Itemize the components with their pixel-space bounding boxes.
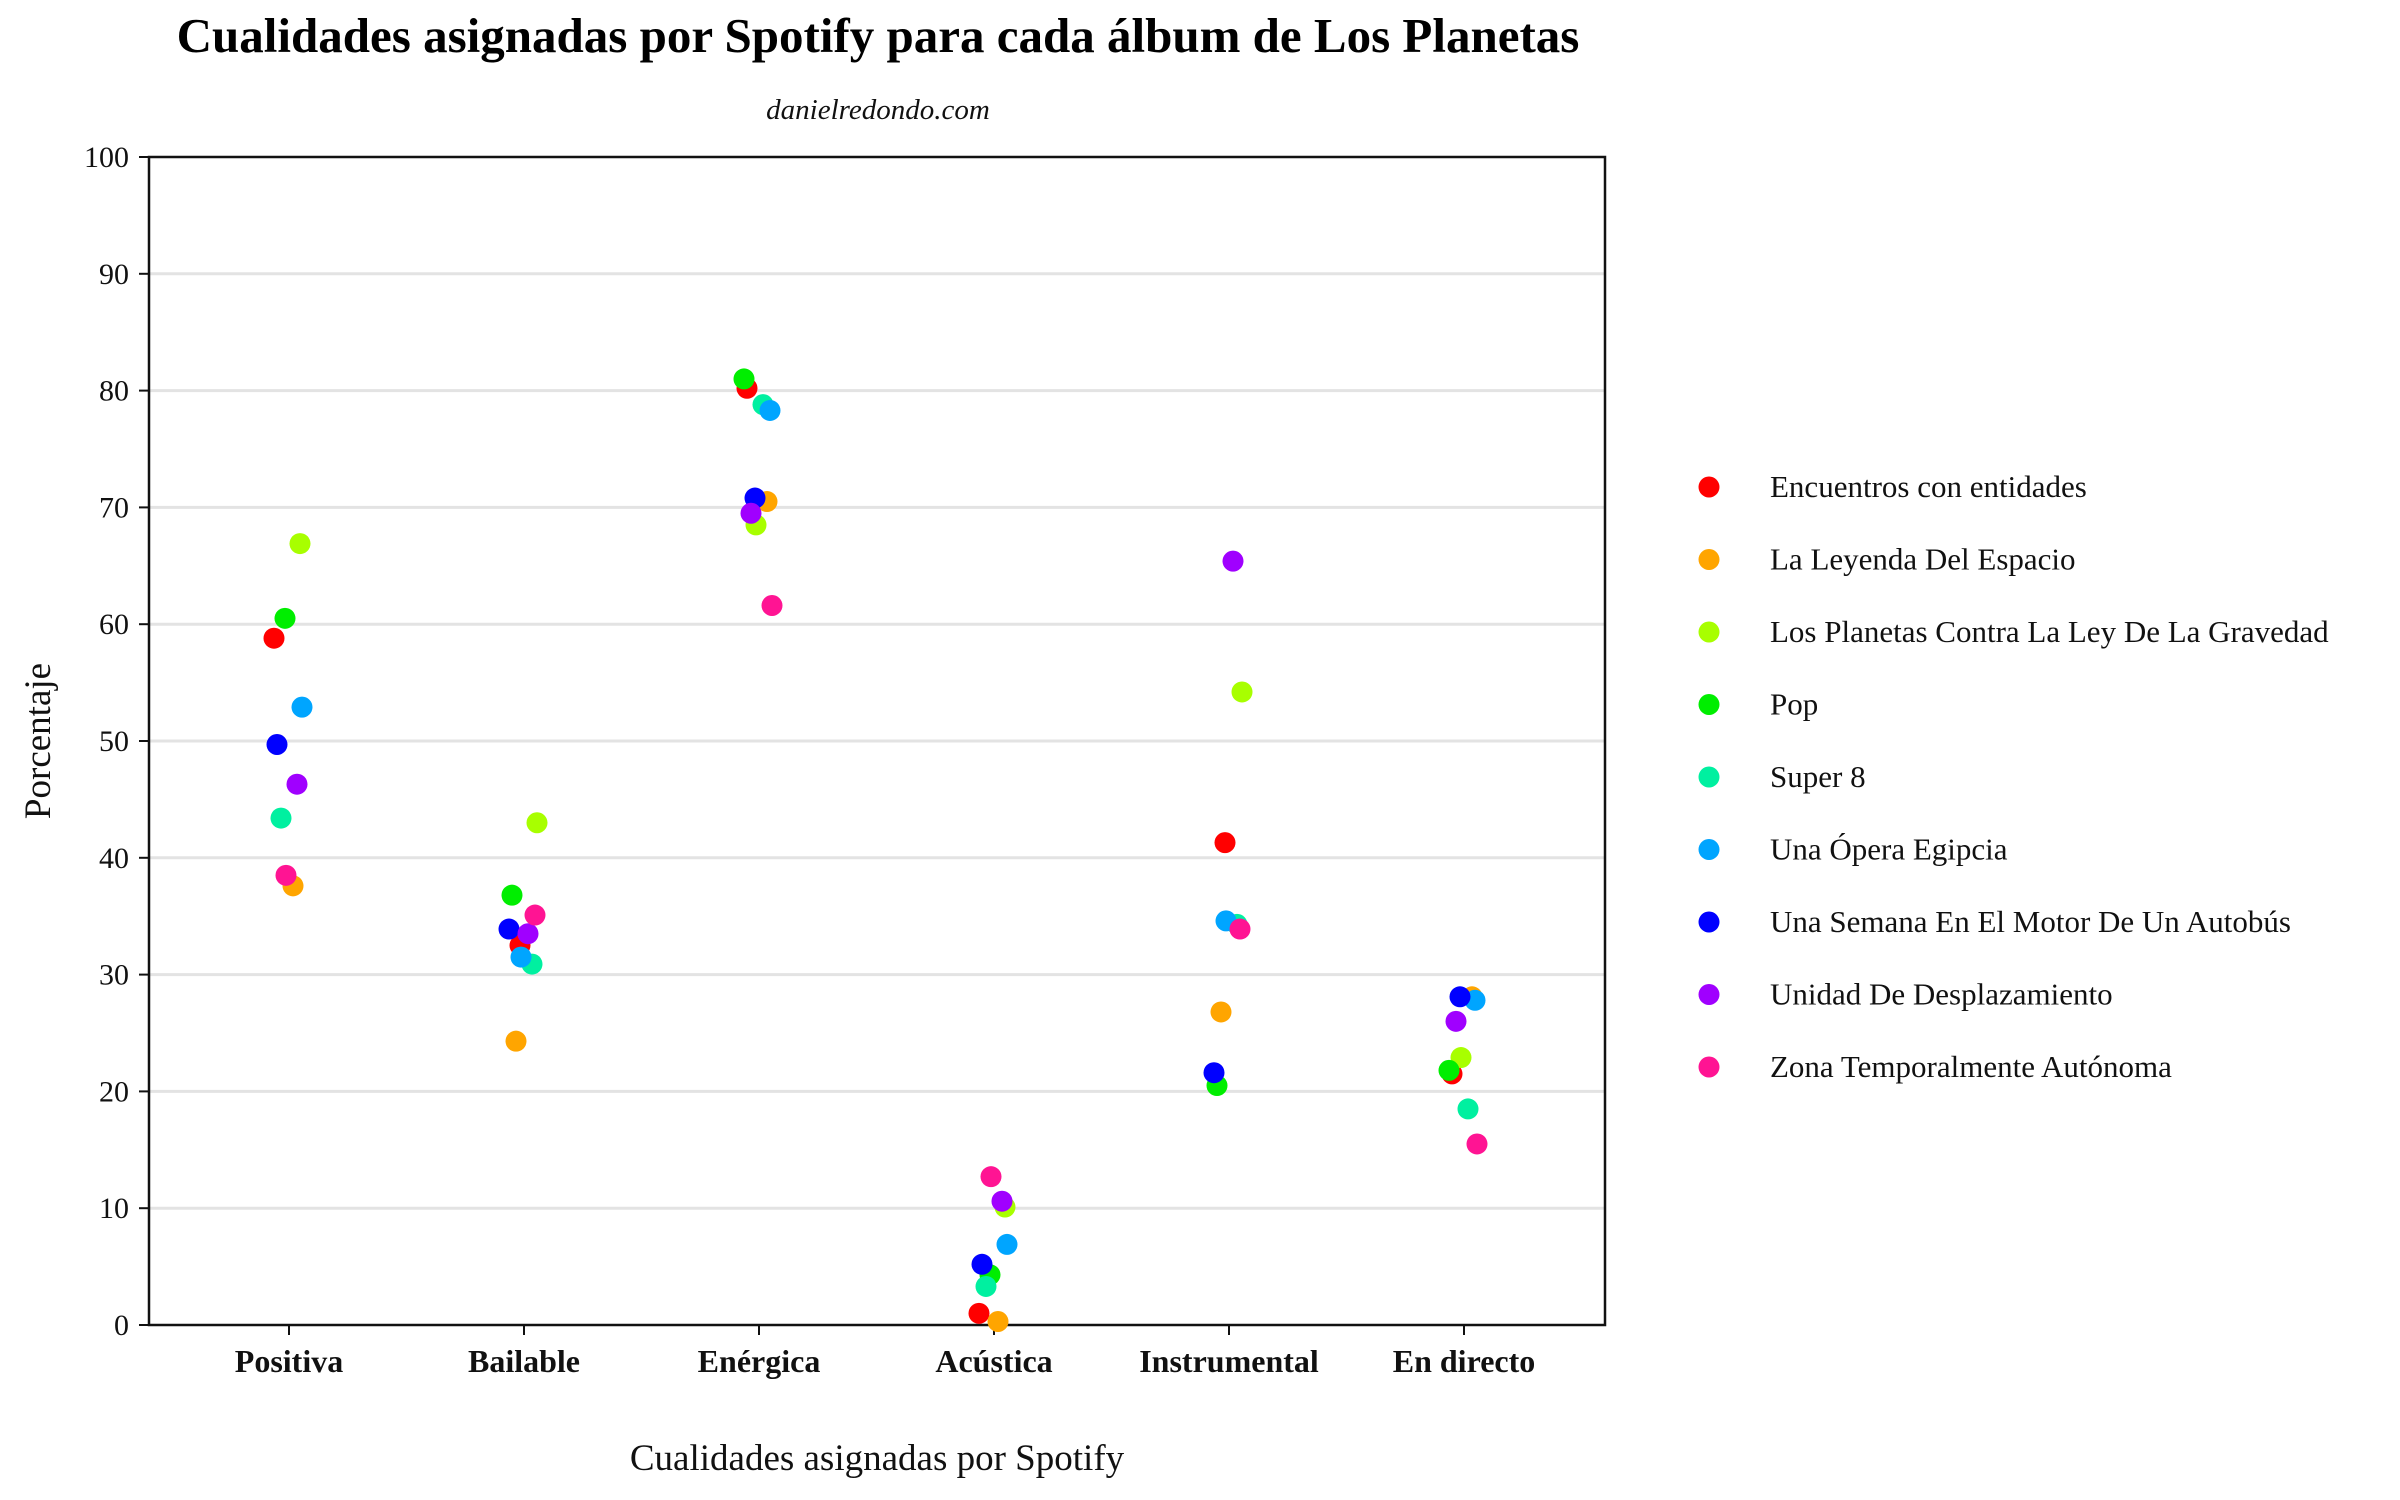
y-tick-label: 0 [114,1309,129,1342]
data-point [291,696,313,718]
y-tick-label: 40 [99,842,129,875]
legend-entry: Una Semana En El Motor De Un Autobús [1770,904,2291,939]
data-point [1231,681,1253,703]
data-point [980,1166,1002,1188]
chart-title: Cualidades asignadas por Spotify para ca… [177,8,1580,63]
y-tick-label: 80 [99,375,129,408]
data-point [1438,1059,1460,1081]
x-tick-label: En directo [1393,1343,1536,1379]
legend-marker [1698,839,1720,860]
y-tick-label: 20 [99,1075,129,1108]
data-point [289,533,311,555]
data-point [1210,1001,1232,1023]
gridlines [149,272,1605,1210]
legend-marker [1698,549,1720,570]
data-point [968,1302,990,1324]
data-point [971,1253,993,1275]
legend-marker [1698,621,1720,643]
legend-entry: Zona Temporalmente Autónoma [1770,1049,2172,1084]
legend-marker [1698,694,1720,715]
data-point [761,595,783,617]
x-tick-label: Instrumental [1139,1343,1319,1379]
data-point [1229,918,1251,940]
y-tick-label: 100 [84,141,129,174]
x-tick-label: Bailable [468,1343,580,1379]
data-point [263,627,285,649]
data-point [517,923,539,945]
y-tick-label: 10 [99,1192,129,1225]
data-point [996,1233,1018,1255]
legend-marker [1698,1056,1720,1078]
legend-marker [1698,766,1720,788]
data-point [1466,1133,1488,1155]
data-point [270,807,292,829]
data-point [975,1275,997,1297]
data-point [501,884,523,906]
y-tick-label: 30 [99,959,129,992]
legend-marker [1698,911,1720,933]
legend-entry: La Leyenda Del Espacio [1770,542,2076,577]
y-tick-label: 50 [99,725,129,758]
chart-subtitle: danielredondo.com [766,94,990,126]
data-point [510,946,532,968]
y-axis-ticks: 0 10 20 30 40 50 60 70 80 90 100 [84,141,149,1342]
data-point [1457,1098,1479,1120]
legend-marker [1698,476,1720,498]
data-point [1449,986,1471,1008]
data-point [266,734,288,756]
legend: Encuentros con entidades La Leyenda Del E… [1698,469,2329,1084]
x-axis-ticks: Positiva Bailable Enérgica Acústica Instrume… [235,1325,1535,1379]
x-tick-label: Enérgica [698,1343,821,1379]
data-point [1445,1010,1467,1032]
data-points [263,368,1488,1332]
legend-entry: Pop [1770,687,1818,722]
data-point [505,1030,527,1052]
data-point [274,607,296,629]
data-point [1222,550,1244,572]
data-point [275,864,297,886]
data-point [740,502,762,524]
data-point [286,773,308,795]
data-point [1214,832,1236,854]
data-point [498,918,520,940]
legend-entry: Los Planetas Contra La Ley De La Graveda… [1770,614,2329,649]
legend-entry: Encuentros con entidades [1770,469,2087,504]
y-tick-label: 60 [99,608,129,641]
data-point [526,812,548,834]
x-axis-label: Cualidades asignadas por Spotify [630,1438,1125,1479]
x-tick-label: Acústica [935,1343,1052,1379]
data-point [987,1310,1009,1332]
data-point [1203,1062,1225,1084]
y-tick-label: 90 [99,258,129,291]
plot-frame [147,155,1607,1327]
legend-marker [1698,984,1720,1005]
data-point [524,904,546,926]
data-point [991,1190,1013,1212]
x-tick-label: Positiva [235,1343,343,1379]
y-axis-label: Porcentaje [18,663,59,819]
legend-entry: Unidad De Desplazamiento [1770,977,2113,1012]
y-tick-label: 70 [99,491,129,524]
legend-entry: Super 8 [1770,759,1866,794]
data-point [733,368,755,390]
legend-entry: Una Ópera Egipcia [1770,832,2008,867]
data-point [759,399,781,421]
